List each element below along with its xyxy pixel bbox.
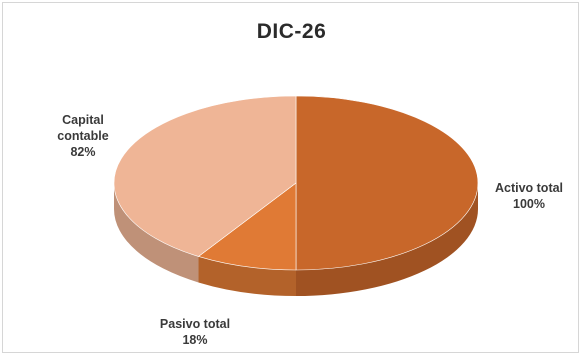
pie-slice-capital-contable — [113, 95, 297, 257]
label-capital-contable: Capital contable 82% — [38, 112, 128, 160]
pie-slice-activo-total — [295, 95, 479, 271]
label-activo-total: Activo total 100% — [480, 180, 578, 212]
label-capital-contable-line2: contable — [57, 129, 109, 143]
label-capital-contable-line1: Capital — [62, 113, 104, 127]
label-activo-total-name: Activo total — [494, 181, 564, 195]
pie-side-pasivo-total — [198, 256, 296, 296]
chart-title: DIC-26 — [256, 20, 327, 43]
label-pasivo-total-pct: 18% — [182, 333, 208, 347]
label-pasivo-total: Pasivo total 18% — [140, 316, 250, 348]
pie-side-activo-total — [296, 183, 478, 296]
label-pasivo-total-name: Pasivo total — [159, 317, 231, 331]
pie-side-capital-contable — [114, 183, 199, 283]
label-activo-total-pct: 100% — [513, 197, 545, 211]
label-capital-contable-pct: 82% — [70, 145, 96, 159]
pie-slice-pasivo-total — [197, 182, 297, 271]
